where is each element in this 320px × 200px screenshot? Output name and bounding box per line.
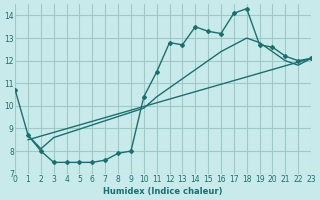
X-axis label: Humidex (Indice chaleur): Humidex (Indice chaleur) xyxy=(103,187,223,196)
